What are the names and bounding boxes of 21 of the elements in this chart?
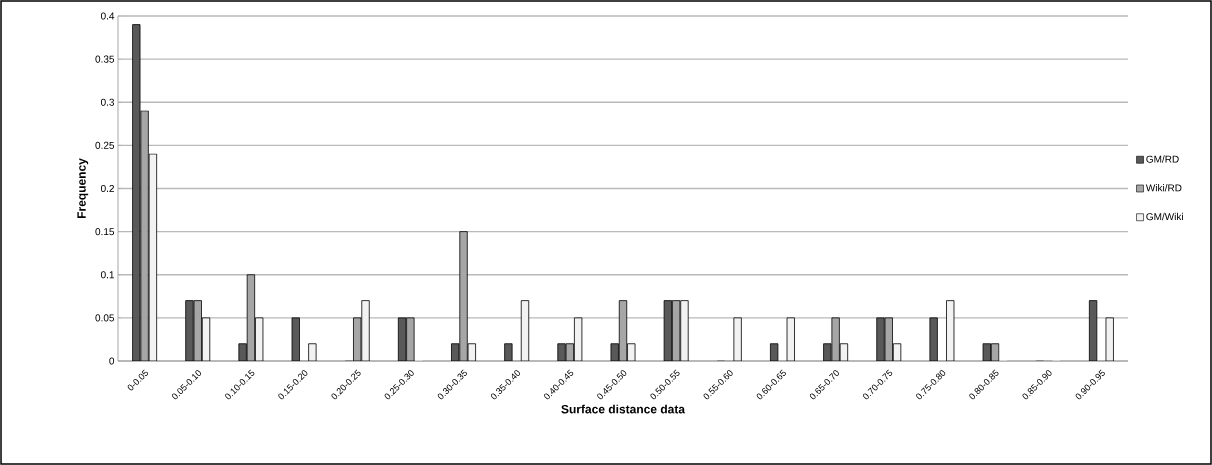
y-tick-label: 0 — [109, 357, 115, 365]
y-tick-label: 0.4 — [100, 12, 115, 20]
legend-label: GM/RD — [1146, 155, 1179, 163]
y-axis-title: Frequency — [77, 158, 89, 219]
bar — [946, 300, 955, 361]
bar — [786, 317, 795, 361]
bar — [1105, 317, 1114, 361]
legend-label: GM/Wiki — [1146, 212, 1183, 221]
y-tick-label: 0.1 — [100, 271, 114, 279]
y-tick-label: 0.25 — [95, 141, 115, 149]
y-tick-label: 0.05 — [95, 314, 115, 322]
bar — [520, 300, 530, 361]
bar — [185, 300, 194, 361]
y-tick-label: 0.2 — [100, 184, 114, 193]
x-axis-title: Surface distance data — [561, 404, 686, 414]
bar — [308, 343, 317, 361]
y-tick-label: 0.35 — [95, 55, 115, 63]
bar — [733, 317, 742, 361]
legend-label: Wiki/RD — [1145, 184, 1182, 192]
y-tick-label: 0.3 — [100, 98, 115, 106]
y-tick-label: 0.15 — [95, 228, 115, 236]
